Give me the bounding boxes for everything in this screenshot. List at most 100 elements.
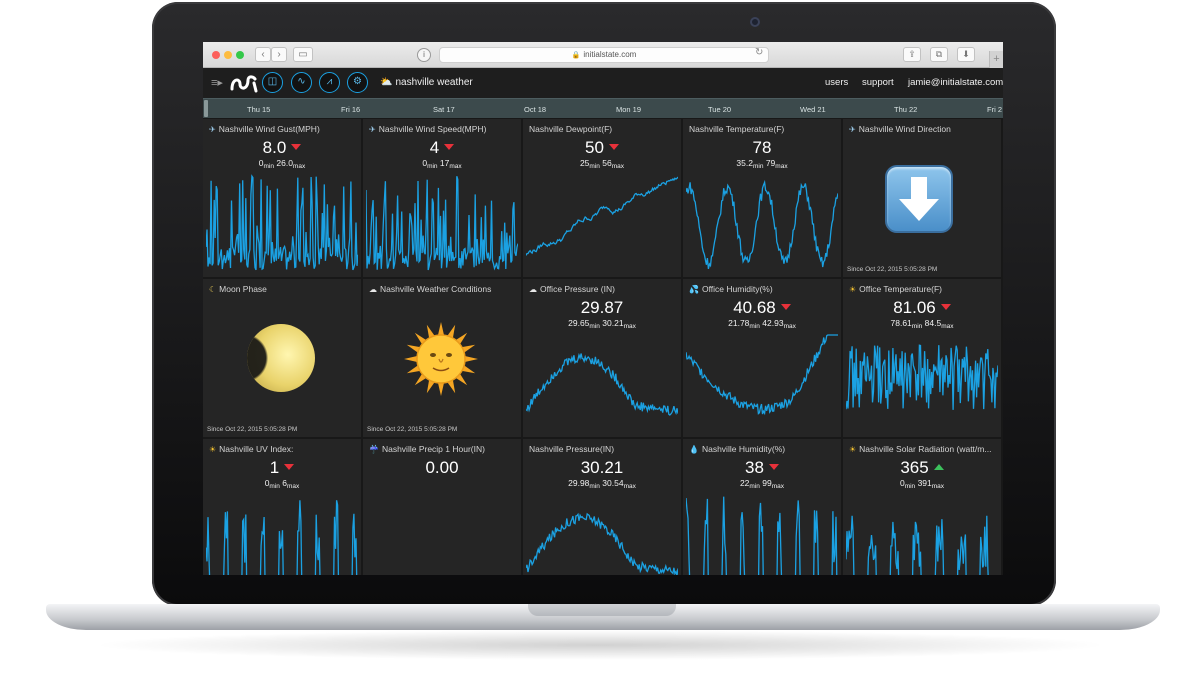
tile[interactable]: ☁ Office Pressure (IN) 29.87 29.65min 30.21… (523, 279, 681, 437)
info-icon[interactable]: i (417, 48, 431, 62)
sparkline-chart[interactable] (846, 331, 998, 435)
tile-title-text: Office Humidity(%) (701, 284, 773, 294)
sparkline-chart[interactable] (526, 171, 678, 275)
tile-value: 1 (203, 458, 361, 478)
sun-icon: ☀ (849, 285, 857, 294)
timeline-day: Oct 18 (524, 105, 547, 114)
sparkline-chart[interactable] (526, 331, 678, 435)
close-window-button[interactable] (212, 51, 220, 59)
sparkline-line (686, 496, 838, 575)
sparkline-line (526, 512, 678, 575)
tile-title: ✈ Nashville Wind Gust(MPH) (209, 124, 359, 134)
forward-button[interactable]: › (271, 47, 287, 62)
tile-value: 8.0 (203, 138, 361, 158)
tile[interactable]: ✈ Nashville Wind Direction Since Oct 22, 2… (843, 119, 1001, 277)
sparkline-chart[interactable] (206, 491, 358, 575)
zoom-window-button[interactable] (236, 51, 244, 59)
menu-icon[interactable]: ≡▸ (211, 77, 223, 89)
trend-down-icon (291, 143, 302, 150)
reload-icon[interactable]: ↻ (755, 47, 764, 58)
tile-title: 💧 Nashville Humidity(%) (689, 444, 839, 454)
new-tab-button[interactable]: + (989, 51, 1003, 68)
tabs-icon[interactable]: ⧉ (930, 47, 948, 62)
tile-title: ☔ Nashville Precip 1 Hour(IN) (369, 444, 519, 454)
cloud-icon: ☁ (529, 285, 537, 294)
sparkline-chart[interactable] (206, 171, 358, 275)
settings-icon[interactable]: ⚙ (347, 72, 368, 93)
sparkline-chart[interactable] (366, 171, 518, 275)
tile-min-max: 35.2min 79max (736, 158, 788, 170)
tile[interactable]: ☔ Nashville Precip 1 Hour(IN) 0.00 (363, 439, 521, 575)
browser-toolbar: ‹ › ▭ i 🔒 initialstate.com ↻ ⇪ ⧉ ⬇ + (203, 42, 1003, 68)
support-link[interactable]: support (862, 77, 894, 88)
trend-down-icon (768, 463, 779, 470)
tile[interactable]: 💦 Office Humidity(%) 40.68 21.78min 42.93ma… (683, 279, 841, 437)
download-icon[interactable]: ⬇ (957, 47, 975, 62)
sparkline-line (526, 352, 678, 416)
tile-value: 4 (363, 138, 521, 158)
tile[interactable]: ☀ Nashville UV Index: 1 0min 6max (203, 439, 361, 575)
sun-face-icon (403, 321, 479, 397)
sparkline-chart[interactable] (686, 331, 838, 435)
timeline-day: Thu 22 (894, 105, 918, 114)
tile[interactable]: ☀ Nashville Solar Radiation (watt/m... 365… (843, 439, 1001, 575)
sparkline-line (206, 500, 358, 575)
tile[interactable]: ☾ Moon Phase Since Oct 22, 2015 5:05:28 PM (203, 279, 361, 437)
minimize-window-button[interactable] (224, 51, 232, 59)
droplet-icon: 💧 (689, 445, 699, 454)
address-bar[interactable]: 🔒 initialstate.com (439, 47, 769, 63)
tile-title-text: Nashville Temperature(F) (689, 124, 785, 134)
laptop-shadow (90, 630, 1110, 660)
url-text: initialstate.com (583, 50, 637, 59)
tile-value: 38 (683, 458, 841, 478)
sparkline-chart[interactable] (846, 491, 998, 575)
lines-view-icon[interactable]: ⩘ (319, 72, 340, 93)
since-timestamp: Since Oct 22, 2015 5:05:28 PM (207, 426, 298, 433)
tiles-view-icon[interactable]: ◫ (262, 72, 283, 93)
tile-min-max: 25min 56max (579, 158, 625, 170)
tile[interactable]: Nashville Dewpoint(F) 50 25min 56max (523, 119, 681, 277)
sparkline-chart[interactable] (686, 171, 838, 275)
sparkline-line (846, 515, 989, 575)
share-icon[interactable]: ⇪ (903, 47, 921, 62)
tile[interactable]: ☀ Office Temperature(F) 81.06 78.61min 84.5… (843, 279, 1001, 437)
tile-title-text: Nashville Humidity(%) (701, 444, 786, 454)
tile-min-max: 0min 6max (264, 478, 300, 490)
timeline-day: Fri 2 (987, 105, 1002, 114)
lock-icon: 🔒 (571, 52, 581, 59)
timeline-handle[interactable] (204, 100, 208, 117)
sparkline-chart[interactable] (526, 491, 678, 575)
sparkline-line (686, 334, 838, 416)
partly-sunny-icon: ⛅ (380, 77, 393, 88)
sparkline-line (366, 176, 518, 271)
tile[interactable]: Nashville Temperature(F) 78 35.2min 79max (683, 119, 841, 277)
sun-icon: ☀ (849, 445, 857, 454)
laptop-notch (528, 604, 676, 616)
timeline-scrubber[interactable]: Thu 15 Fri 16 Sat 17 Oct 18 Mon 19 Tue 2… (203, 98, 1003, 118)
users-link[interactable]: users (825, 77, 849, 88)
trend-down-icon (284, 463, 295, 470)
tile-min-max: 22min 99max (739, 478, 785, 490)
camera-icon (750, 17, 760, 27)
tile[interactable]: ✈ Nashville Wind Gust(MPH) 8.0 0min 26.0max (203, 119, 361, 277)
sidebar-toggle-icon[interactable]: ▭ (293, 47, 313, 62)
tile[interactable]: Nashville Pressure(IN) 30.21 29.98min 30.5… (523, 439, 681, 575)
tile-title: Nashville Pressure(IN) (529, 444, 679, 454)
tile-min-max: 29.65min 30.21max (568, 318, 636, 330)
tile-value: 365 (843, 458, 1001, 478)
account-link[interactable]: jamie@initialstate.com (908, 77, 1003, 88)
tile-title: Nashville Dewpoint(F) (529, 124, 679, 134)
tile[interactable]: ✈ Nashville Wind Speed(MPH) 4 0min 17max (363, 119, 521, 277)
tile-title-text: Nashville Wind Gust(MPH) (218, 124, 320, 134)
sparkline-line (526, 176, 678, 256)
back-button[interactable]: ‹ (255, 47, 271, 62)
tile-title: ☁ Office Pressure (IN) (529, 284, 679, 294)
tile-value: 0.00 (425, 458, 459, 477)
dashboard-title[interactable]: ⛅ nashville weather (380, 77, 473, 88)
tile[interactable]: 💧 Nashville Humidity(%) 38 22min 99max (683, 439, 841, 575)
sparkline-chart[interactable] (686, 491, 838, 575)
initialstate-logo[interactable] (229, 72, 259, 94)
tile-title: Nashville Temperature(F) (689, 124, 839, 134)
waves-view-icon[interactable]: ∿ (291, 72, 312, 93)
tile[interactable]: ☁ Nashville Weather Conditions Since Oct … (363, 279, 521, 437)
